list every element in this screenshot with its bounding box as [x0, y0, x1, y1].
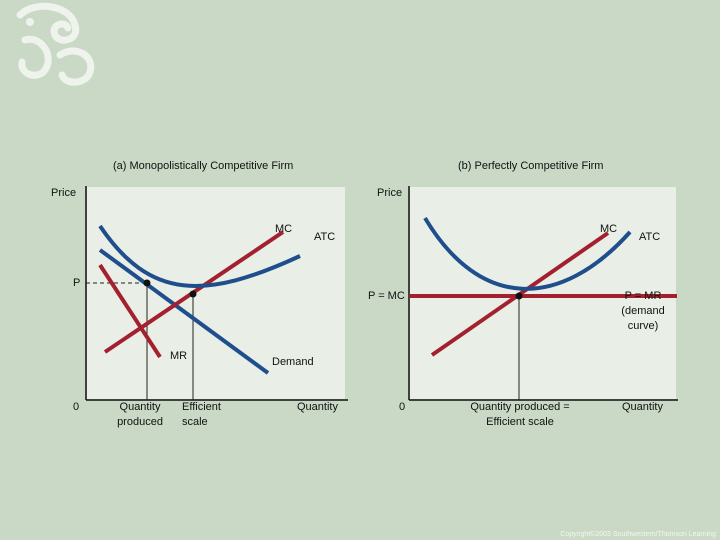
panel-b-y-axis-label: Price [377, 187, 403, 199]
panel-b-atc-curve [423, 216, 632, 291]
panel-a-plot-area [87, 187, 345, 399]
panel-b-p-mr-label-1: P = MR [624, 290, 662, 302]
panel-a-origin-label: 0 [73, 401, 80, 413]
panel-b-mc-label: MC [600, 223, 618, 235]
panel-a-atc-label: ATC [314, 231, 336, 243]
panel-a-qty-produced-label-1: Quantity [119, 401, 161, 413]
panel-b-title: (b) Perfectly Competitive Firm [458, 160, 604, 172]
panel-a-x-axis-label: Quantity [297, 401, 338, 413]
panel-a-price-label: P [73, 277, 81, 289]
panel-b-x-axis-label: Quantity [622, 401, 663, 413]
panel-b-equilibrium-point [515, 292, 523, 300]
panel-a-demand-curve [98, 248, 270, 375]
panel-a-price-point [143, 279, 151, 287]
panel-a-efficient-label-2: scale [182, 416, 208, 428]
panel-b-p-mc-label: P = MC [368, 290, 405, 302]
panel-b-p-mr-label-2: (demand [621, 305, 665, 317]
panel-b-origin-label: 0 [399, 401, 406, 413]
panel-b-qty-label-1: Quantity produced = [470, 401, 570, 413]
panel-b-atc-label: ATC [639, 231, 661, 243]
panel-b-qty-label-2: Efficient scale [486, 416, 554, 428]
panel-a-min-atc-point [189, 290, 197, 298]
panel-b-plot-area [410, 187, 676, 399]
panel-a-efficient-label-1: Efficient [182, 401, 221, 413]
copyright-text: Copyright©2003 Southwestern/Thomson Lear… [560, 531, 716, 538]
panel-a-y-axis-label: Price [51, 187, 77, 199]
panel-a-demand-label: Demand [272, 356, 314, 368]
panel-a-qty-produced-label-2: produced [117, 416, 163, 428]
panel-a-mr-label: MR [170, 350, 188, 362]
panel-a-title: (a) Monopolistically Competitive Firm [113, 160, 294, 172]
panel-b-p-mr-label-3: curve) [627, 320, 659, 332]
publisher-logo-icon [16, 2, 95, 86]
panel-a-mc-label: MC [275, 223, 293, 235]
panel-a-mr-curve [98, 263, 162, 359]
panel-a-atc-curve [98, 224, 301, 288]
